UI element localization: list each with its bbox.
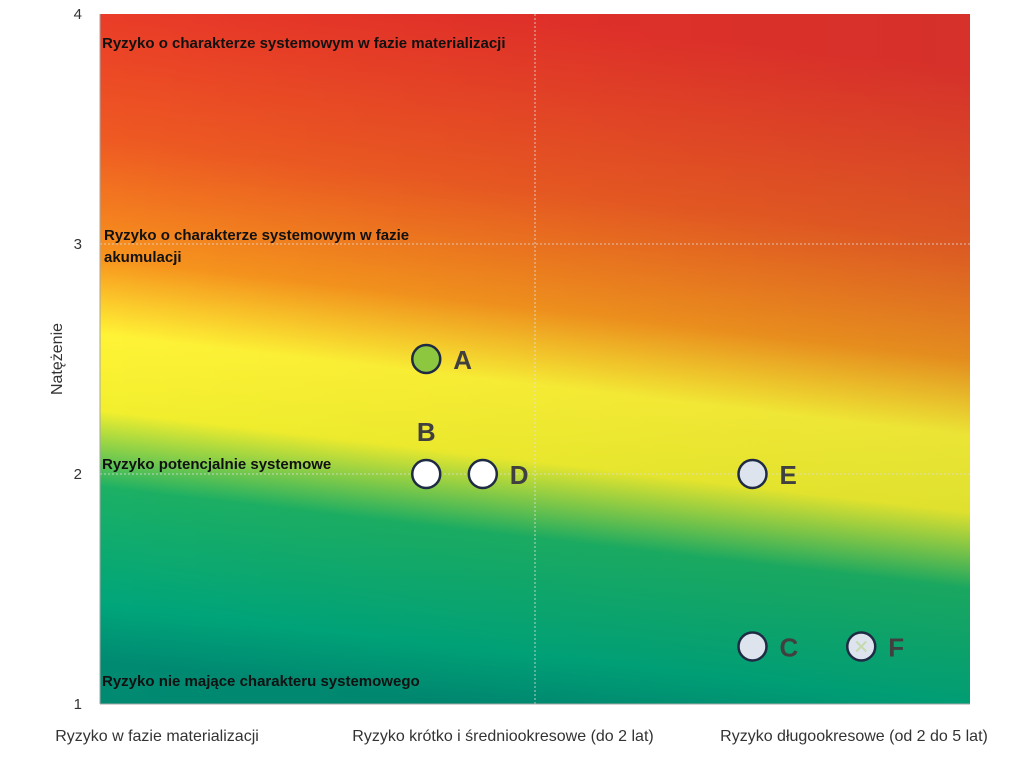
point-a-label: A	[453, 345, 472, 375]
zone-label: Ryzyko potencjalnie systemowe	[102, 456, 331, 473]
point-f-label: F	[888, 633, 904, 663]
zone-label: Ryzyko nie mające charakteru systemowego	[102, 673, 420, 690]
grid-lines	[100, 14, 970, 704]
zone-label: Ryzyko o charakterze systemowym w fazie	[104, 227, 409, 244]
point-e-marker	[737, 458, 768, 490]
axes: 1 2 3 4 Natężenie Ryzyko w fazie materializac…	[49, 6, 988, 745]
x-category-label: Ryzyko długookresowe (od 2 do 5 lat)	[720, 728, 988, 745]
x-category-label: Ryzyko w fazie materializacji	[55, 728, 259, 745]
point-b-label: B	[417, 417, 436, 447]
data-points: A B D E C F	[411, 343, 904, 663]
point-e-label: E	[780, 460, 797, 490]
point-x-mark	[855, 640, 867, 653]
point-a-marker	[411, 343, 442, 375]
point-d-label: D	[510, 460, 529, 490]
point-c-label: C	[780, 633, 799, 663]
y-tick-label: 2	[74, 466, 82, 483]
y-axis-label: Natężenie	[49, 323, 66, 395]
zone-label: Ryzyko o charakterze systemowym w fazie …	[102, 35, 506, 52]
y-tick-label: 3	[74, 236, 82, 253]
y-tick-label: 1	[74, 696, 82, 713]
zone-labels: Ryzyko o charakterze systemowym w fazie …	[102, 35, 506, 690]
point-c-marker	[737, 631, 768, 662]
point-d-marker	[467, 458, 499, 490]
zone-label: akumulacji	[104, 249, 182, 266]
x-category-label: Ryzyko krótko i średniookresowe (do 2 la…	[352, 728, 653, 745]
y-tick-label: 4	[74, 6, 82, 23]
point-b-marker	[411, 458, 442, 490]
